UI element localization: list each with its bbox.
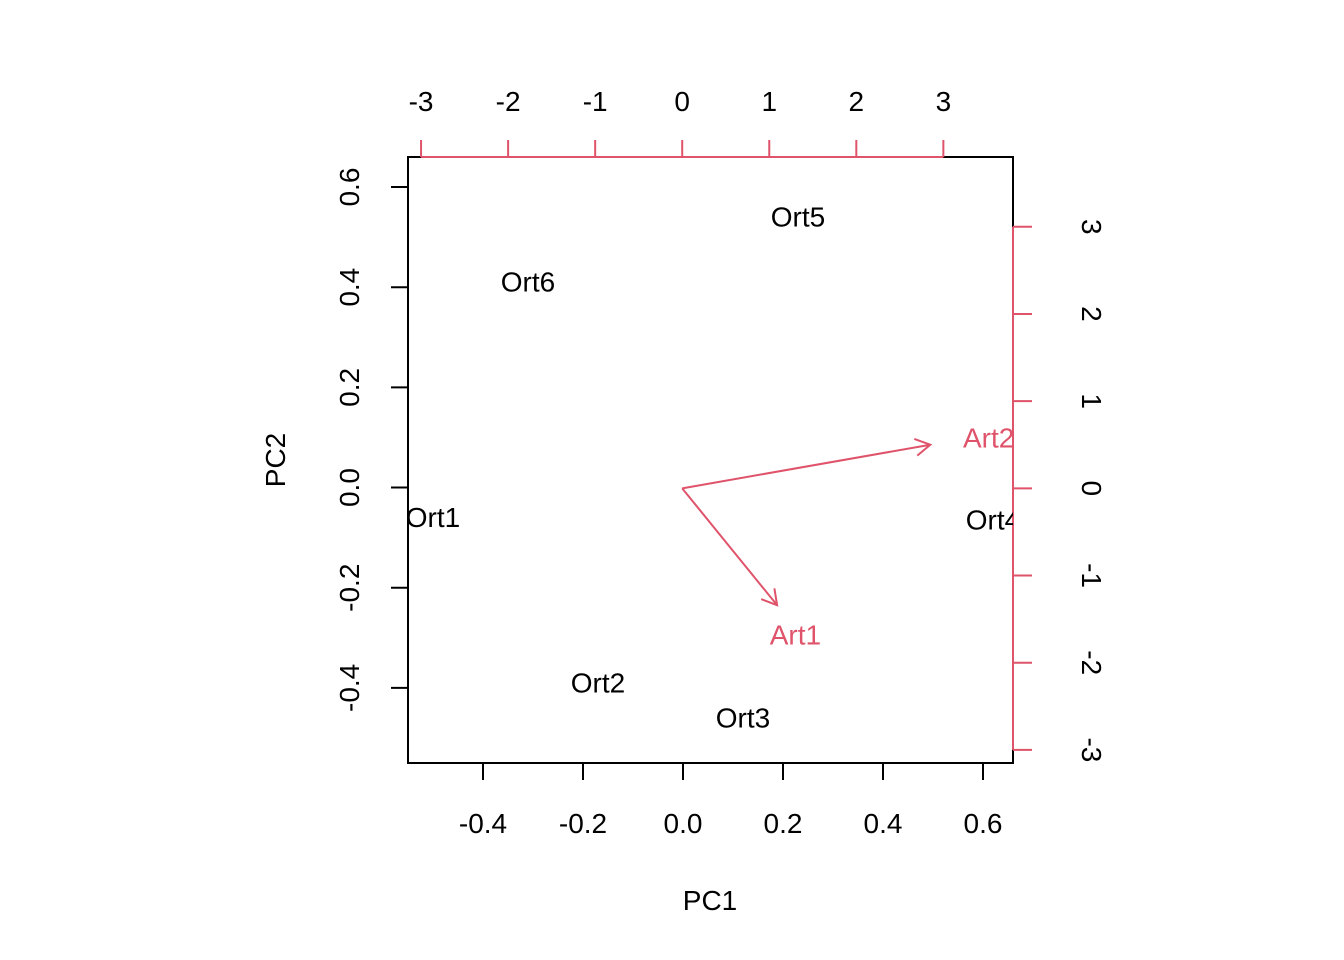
right-tick-label: -2: [1076, 650, 1107, 675]
top-tick-label: -2: [496, 86, 521, 117]
x-tick-label: 0.2: [764, 808, 803, 839]
x-tick-label: -0.4: [459, 808, 507, 839]
top-tick-label: 0: [674, 86, 690, 117]
point-label-ort5: Ort5: [771, 202, 825, 233]
right-tick-label: -3: [1076, 737, 1107, 762]
point-label-ort4: Ort4: [966, 505, 1020, 536]
top-tick-label: 3: [936, 86, 952, 117]
y-tick-label: 0.2: [334, 368, 365, 407]
point-label-ort2: Ort2: [571, 667, 625, 698]
x-axis-title: PC1: [683, 885, 737, 916]
loading-arrowhead-art1: [760, 588, 779, 607]
loading-arrow-art1: [681, 487, 778, 606]
right-tick-label: 1: [1076, 393, 1107, 409]
y-tick-label: 0.4: [334, 268, 365, 307]
top-tick-label: 2: [849, 86, 865, 117]
y-tick-label: 0.6: [334, 168, 365, 207]
point-label-ort1: Ort1: [406, 502, 460, 533]
x-tick-label: -0.2: [559, 808, 607, 839]
loading-arrow-art2: [682, 443, 931, 490]
x-tick-label: 0.4: [864, 808, 903, 839]
x-tick-label: 0.6: [964, 808, 1003, 839]
y-tick-label: -0.2: [334, 564, 365, 612]
point-label-ort6: Ort6: [501, 267, 555, 298]
top-tick-label: 1: [761, 86, 777, 117]
right-tick-label: 0: [1076, 481, 1107, 497]
loading-label-art2: Art2: [963, 422, 1014, 453]
y-tick-label: -0.4: [334, 664, 365, 712]
loading-label-art1: Art1: [770, 619, 821, 650]
right-tick-label: -1: [1076, 563, 1107, 588]
y-tick-label: 0.0: [334, 468, 365, 507]
right-tick-label: 3: [1076, 219, 1107, 235]
x-tick-label: 0.0: [664, 808, 703, 839]
point-label-ort3: Ort3: [716, 702, 770, 733]
top-tick-label: -3: [409, 86, 434, 117]
top-tick-label: -1: [583, 86, 608, 117]
right-tick-label: 2: [1076, 306, 1107, 322]
loading-arrowhead-art2: [913, 437, 933, 457]
y-axis-title: PC2: [260, 433, 291, 487]
